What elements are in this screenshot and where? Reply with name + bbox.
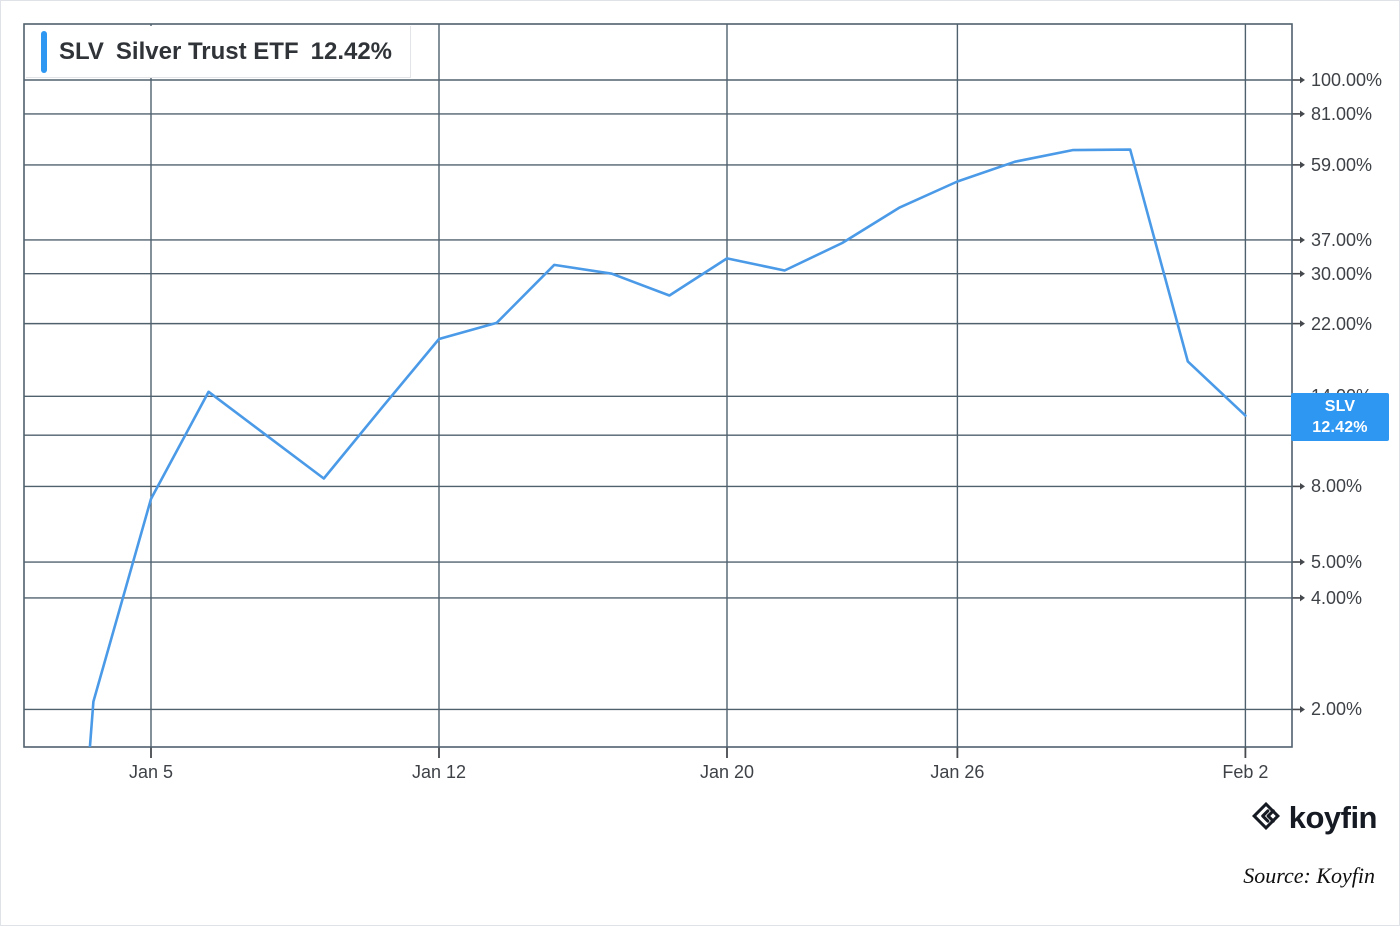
- y-tick-arrow: [1300, 110, 1305, 118]
- y-tick-arrow: [1300, 320, 1305, 328]
- koyfin-logo: koyfin: [1251, 800, 1378, 836]
- chart-legend: SLV Silver Trust ETF 12.42%: [26, 26, 412, 78]
- source-note: Source: Koyfin: [1243, 863, 1375, 888]
- y-tick-arrow: [1300, 482, 1305, 490]
- y-tick-arrow: [1300, 236, 1305, 244]
- plot-border: [23, 23, 1293, 748]
- price-line-slv: [88, 148, 1247, 747]
- last-price-badge: SLV 12.42%: [1291, 393, 1389, 441]
- legend-accent-bar: [41, 30, 47, 73]
- legend-name: Silver Trust ETF: [115, 37, 299, 65]
- badge-change: 12.42%: [1312, 419, 1368, 436]
- legend-change: 12.42%: [310, 37, 393, 65]
- y-tick-arrow: [1300, 558, 1305, 566]
- badge-ticker: SLV: [1324, 398, 1356, 415]
- legend-label: SLV Silver Trust ETF 12.42%: [59, 38, 392, 66]
- y-tick-arrow: [1300, 594, 1305, 602]
- y-tick-arrow: [1300, 706, 1305, 713]
- y-tick-arrow: [1300, 270, 1305, 278]
- koyfin-logo-text: koyfin: [1288, 800, 1378, 835]
- legend-ticker: SLV: [59, 37, 104, 65]
- y-tick-arrow: [1300, 161, 1305, 169]
- koyfin-logo-icon: [1251, 801, 1280, 835]
- y-tick-arrow: [1300, 76, 1305, 84]
